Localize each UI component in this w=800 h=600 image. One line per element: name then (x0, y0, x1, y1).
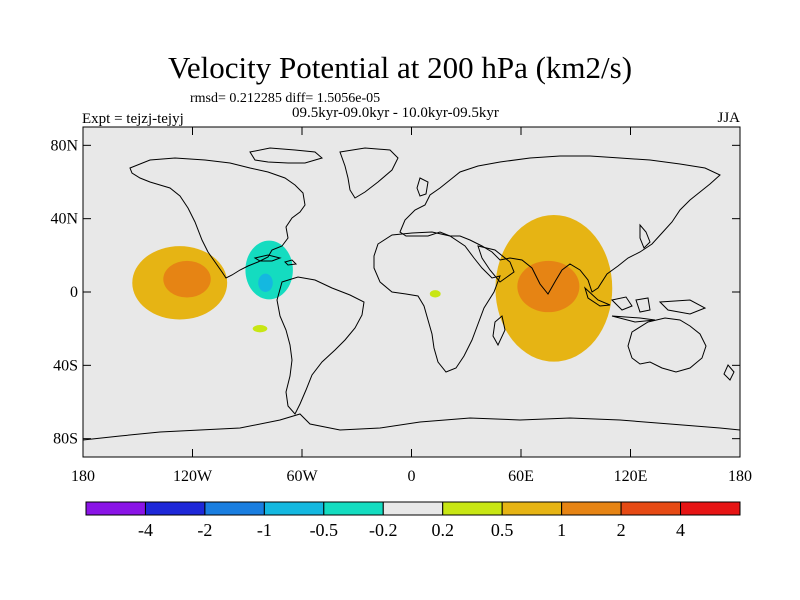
coastline-maritime (583, 286, 707, 323)
x-tick-label: 180 (728, 468, 752, 485)
rmsd-diff-stats: rmsd= 0.212285 diff= 1.5056e-05 (190, 91, 381, 106)
coastline-greenland (339, 147, 399, 199)
x-tick-label: 60W (286, 468, 318, 485)
colorbar-swatch (204, 501, 265, 516)
colorbar-swatch (85, 501, 146, 516)
chart-title: Velocity Potential at 200 hPa (km2/s) (167, 50, 633, 85)
coastline-arabia (477, 245, 515, 283)
region-caribbean-inner (258, 273, 273, 293)
region-indian-ocean-core (517, 260, 580, 313)
y-tick-label: 40S (53, 357, 78, 374)
colorbar-label: 1 (557, 520, 566, 540)
y-tick-label: 80S (53, 431, 78, 448)
colorbar-swatch (501, 501, 563, 516)
y-tick-label: 0 (70, 284, 78, 301)
colorbar-swatch (382, 501, 444, 516)
coastline-antarctica (83, 413, 740, 441)
region-south-america-patch (252, 325, 268, 333)
x-tick-label: 120W (173, 468, 213, 485)
colorbar-swatch (680, 501, 741, 516)
colorbar-label: 0.2 (431, 520, 454, 540)
coastline-madagascar (492, 315, 506, 347)
coastline-arctic-islands (249, 147, 324, 164)
colorbar-label: -2 (197, 520, 212, 540)
y-tick-label: 40N (50, 211, 78, 228)
region-australia-negative (670, 304, 737, 353)
colorbar-swatch (323, 501, 384, 516)
season-label: JJA (717, 110, 740, 126)
x-tick-label: 120E (614, 468, 648, 485)
y-tick-label: 80N (50, 137, 78, 154)
colorbar-label: 0.5 (491, 520, 514, 540)
colorbar-swatch (620, 501, 682, 516)
coastline-north-america (129, 157, 306, 279)
colorbar-label: 4 (676, 520, 685, 540)
region-north-pacific-negative (676, 215, 740, 259)
colorbar-label: -0.2 (369, 520, 398, 540)
colorbar-label: -4 (138, 520, 153, 540)
coastline-africa (373, 231, 501, 373)
colorbar-label: 2 (617, 520, 626, 540)
colorbar-label: -0.5 (310, 520, 339, 540)
coastline-south-america (276, 276, 365, 415)
period-label: 09.5kyr-09.0kyr - 10.0kyr-09.5kyr (292, 105, 499, 121)
coastline-australia (627, 317, 707, 373)
x-tick-label: 180 (71, 468, 95, 485)
colorbar-swatch (144, 501, 206, 516)
colorbar-label: -1 (257, 520, 272, 540)
coastline-caribbean (253, 254, 298, 266)
x-tick-label: 60E (508, 468, 534, 485)
region-west-africa-patch (429, 290, 441, 298)
region-central-pacific-core (163, 260, 211, 298)
experiment-label: Expt = tejzj-tejyj (82, 111, 184, 127)
region-east-pacific-patch (99, 314, 129, 329)
coastline-uk (416, 177, 429, 197)
coastline-eurasia (399, 155, 721, 295)
x-tick-label: 0 (408, 468, 416, 485)
coastline-japan (639, 223, 651, 249)
coastline-new-zealand (723, 364, 735, 381)
colorbar-swatch (442, 501, 503, 516)
colorbar-swatch (561, 501, 622, 516)
colorbar-swatch (263, 501, 325, 516)
